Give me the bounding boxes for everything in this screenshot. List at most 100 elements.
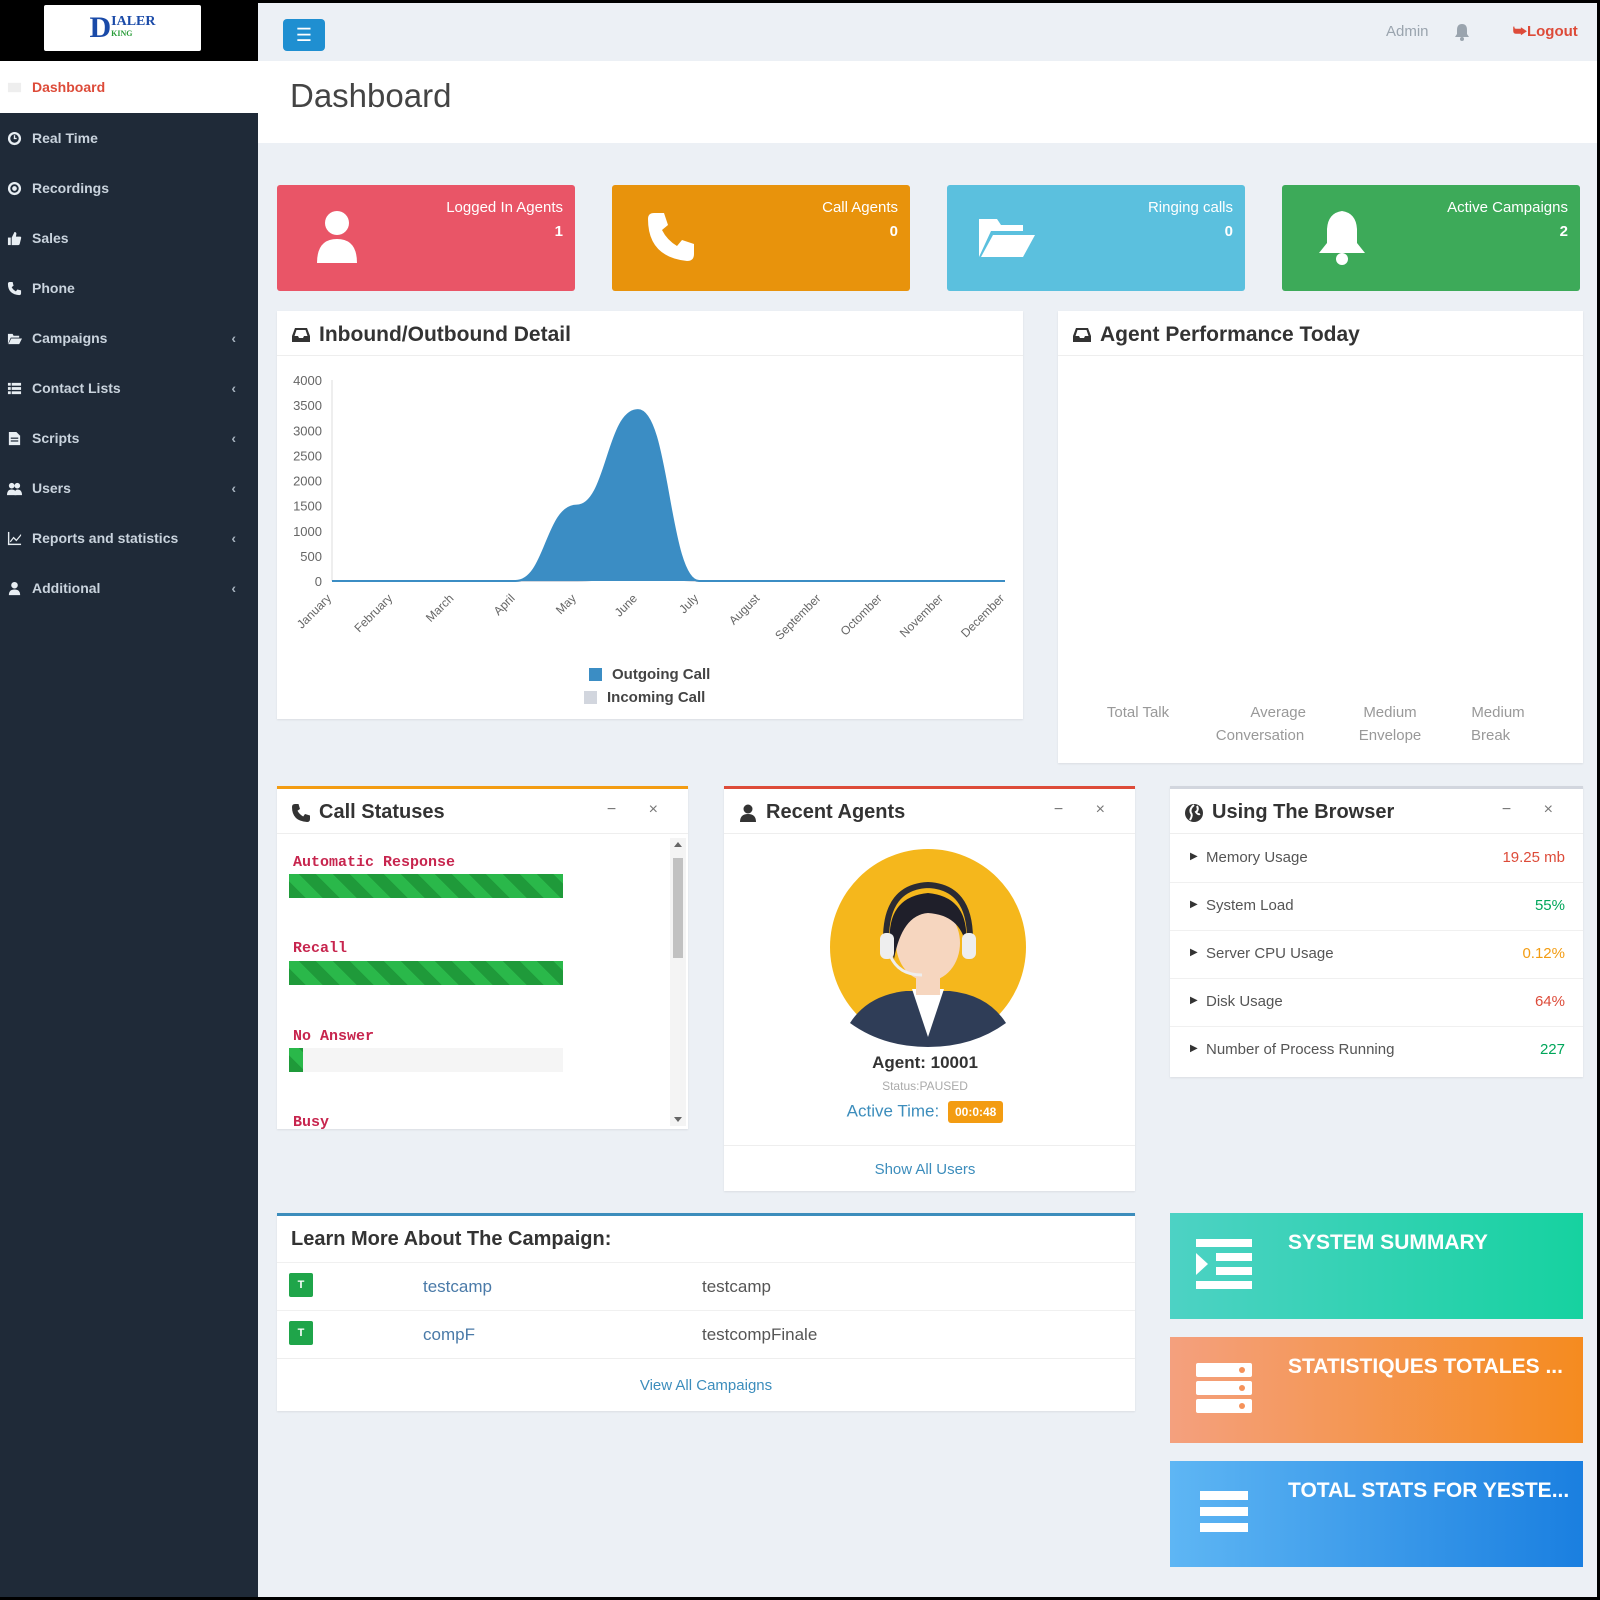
active-time-row: Active Time: 00:0:48: [724, 1101, 1126, 1123]
menu-toggle-button[interactable]: ☰: [283, 19, 325, 51]
sidebar-item-recordings[interactable]: Recordings: [0, 163, 258, 213]
perf-label-total-talk: Total Talk: [1106, 704, 1170, 721]
divider: [1170, 833, 1583, 834]
sidebar-item-contact-lists[interactable]: Contact Lists ‹: [0, 363, 258, 413]
stat-label: Logged In Agents: [446, 199, 563, 216]
sidebar-item-label: Recordings: [32, 180, 110, 196]
tile-label: TOTAL STATS FOR YESTE...: [1288, 1479, 1570, 1502]
call-status-label: No Answer: [293, 1028, 375, 1045]
series-line-outgoing-call: [332, 409, 1005, 582]
stat-card-logged-in-agents[interactable]: Logged In Agents 1: [277, 185, 575, 291]
campaign-row[interactable]: T testcamp testcamp: [277, 1262, 1135, 1310]
stat-value: 1: [554, 223, 563, 240]
sidebar-item-phone[interactable]: Phone: [0, 263, 258, 313]
progress-fill: [289, 1048, 303, 1072]
legend-outgoing-call[interactable]: Outgoing Call: [589, 666, 710, 683]
active-time-badge: 00:0:48: [947, 1101, 1004, 1123]
server-icon: [1196, 1363, 1252, 1413]
bell-icon[interactable]: [1454, 23, 1470, 41]
stat-card-call-agents[interactable]: Call Agents 0: [612, 185, 910, 291]
line-chart-icon: [6, 530, 22, 546]
user-icon: [6, 580, 22, 596]
total-stats-yesterday-tile[interactable]: TOTAL STATS FOR YESTE...: [1170, 1461, 1583, 1567]
sidebar-item-additional[interactable]: Additional ‹: [0, 563, 258, 613]
statistiques-totales-tile[interactable]: STATISTIQUES TOTALES ...: [1170, 1337, 1583, 1443]
scrollbar[interactable]: [670, 838, 686, 1126]
scroll-down-arrow[interactable]: [674, 1117, 682, 1122]
stat-card-ringing-calls[interactable]: Ringing calls 0: [947, 185, 1245, 291]
y-tick-label: 1000: [293, 524, 322, 539]
sidebar-item-reports[interactable]: Reports and statistics ‹: [0, 513, 258, 563]
legend-incoming-call[interactable]: Incoming Call: [584, 689, 705, 706]
scrollbar-thumb[interactable]: [673, 858, 683, 958]
dashboard-icon: [6, 79, 22, 95]
x-tick-label: September: [772, 591, 823, 642]
divider: [277, 1358, 1135, 1359]
browser-row-disk[interactable]: ▶ Disk Usage 64%: [1170, 979, 1583, 1027]
campaign-name-link[interactable]: compF: [423, 1325, 475, 1344]
active-time-label: Active Time:: [846, 1101, 940, 1121]
browser-row-cpu[interactable]: ▶ Server CPU Usage 0.12%: [1170, 931, 1583, 979]
divider: [724, 1145, 1135, 1146]
box-title: Inbound/Outbound Detail: [291, 323, 571, 347]
logo-mark: D: [89, 11, 112, 44]
sidebar-item-label: Phone: [32, 280, 75, 296]
view-all-campaigns-link[interactable]: View All Campaigns: [639, 1377, 773, 1394]
sidebar-item-label: Scripts: [32, 430, 80, 446]
sidebar-item-dashboard[interactable]: Dashboard: [0, 61, 258, 113]
box-tools[interactable]: − ×: [606, 801, 672, 818]
browser-row-memory[interactable]: ▶ Memory Usage 19.25 mb: [1170, 835, 1583, 883]
inbox-icon: [292, 328, 310, 342]
sidebar-item-scripts[interactable]: Scripts ‹: [0, 413, 258, 463]
browser-row-processes[interactable]: ▶ Number of Process Running 227: [1190, 1041, 1565, 1058]
topbar: ☰ Admin ⮩Logout: [258, 3, 1597, 61]
box-tools[interactable]: − ×: [1501, 801, 1567, 818]
campaign-row[interactable]: T compF testcompFinale: [277, 1310, 1135, 1358]
x-tick-label: June: [612, 591, 641, 620]
folder-open-icon: [977, 207, 1037, 267]
sidebar-item-sales[interactable]: Sales: [0, 213, 258, 263]
sidebar-item-campaigns[interactable]: Campaigns ‹: [0, 313, 258, 363]
browser-row-system-load[interactable]: ▶ System Load 55%: [1170, 883, 1583, 931]
perf-label-medium-break: Medium Break: [1471, 704, 1525, 744]
call-status-label: Recall: [293, 940, 348, 957]
y-tick-label: 500: [300, 549, 322, 564]
call-status-list[interactable]: Automatic Response Recall No Answer Busy: [277, 834, 667, 1129]
phone-icon: [6, 280, 22, 296]
show-all-users-link[interactable]: Show All Users: [874, 1161, 976, 1178]
divider: [277, 833, 688, 834]
sidebar-item-label: Users: [32, 480, 71, 496]
agent-avatar[interactable]: [828, 847, 1028, 1047]
chevron-left-icon: ‹: [231, 530, 236, 546]
divider: [277, 355, 1023, 356]
logo-area: D IALER KING: [0, 3, 258, 61]
y-tick-label: 2500: [293, 448, 322, 463]
system-summary-tile[interactable]: SYSTEM SUMMARY: [1170, 1213, 1583, 1319]
page-header: Dashboard: [258, 61, 1597, 143]
sidebar-item-real-time[interactable]: Real Time: [0, 113, 258, 163]
legend-swatch: [589, 668, 602, 681]
stat-card-active-campaigns[interactable]: Active Campaigns 2: [1282, 185, 1580, 291]
chevron-left-icon: ‹: [231, 330, 236, 346]
brand-logo[interactable]: D IALER KING: [44, 5, 201, 51]
admin-user-link[interactable]: Admin: [1386, 23, 1429, 40]
user-icon: [307, 207, 367, 267]
sidebar-item-users[interactable]: Users ‹: [0, 463, 258, 513]
area-chart: 4000 3500 3000 2500 2000 1500 1000 500 0 January F…: [293, 373, 1007, 643]
campaign-name-link[interactable]: testcamp: [423, 1277, 492, 1296]
legend-swatch: [584, 691, 597, 704]
divider: [1058, 355, 1583, 356]
box-tools[interactable]: − ×: [1053, 801, 1119, 818]
call-statuses-box: Call Statuses − × Automatic Response Rec…: [277, 786, 688, 1129]
y-tick-label: 0: [315, 574, 322, 589]
browser-usage-box: Using The Browser − × ▶ Memory Usage 19.25…: [1170, 786, 1583, 1077]
logout-button[interactable]: ⮩Logout: [1513, 23, 1578, 40]
chevron-left-icon: ‹: [231, 480, 236, 496]
call-status-label: Automatic Response: [293, 854, 456, 871]
stat-label: Ringing calls: [1147, 199, 1233, 216]
stat-value: 2: [1559, 223, 1568, 240]
scroll-up-arrow[interactable]: [674, 842, 682, 847]
user-icon: [740, 804, 756, 822]
phone-icon: [292, 803, 310, 822]
logout-icon: ⮩: [1513, 23, 1527, 40]
